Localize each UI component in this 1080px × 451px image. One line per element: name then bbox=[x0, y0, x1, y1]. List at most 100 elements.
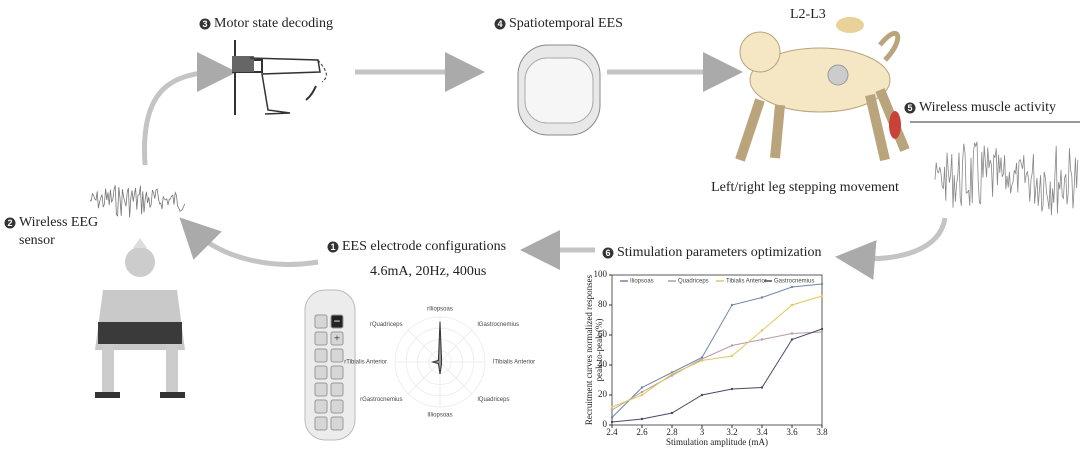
radar-spoke bbox=[439, 361, 473, 395]
step-number: 1 bbox=[330, 242, 335, 252]
series-line bbox=[611, 328, 823, 423]
point bbox=[790, 285, 794, 289]
y-tick-label: 40 bbox=[598, 359, 608, 369]
step-number: 6 bbox=[605, 248, 610, 258]
radar-axis-label: lIliopsoas bbox=[427, 413, 452, 419]
x-tick-label: 3.4 bbox=[756, 427, 768, 437]
step-label: EES electrode configurations bbox=[342, 239, 506, 254]
electrode-contact bbox=[330, 382, 344, 397]
x-tick-label: 3.8 bbox=[816, 427, 828, 437]
point bbox=[730, 387, 734, 391]
step-badge bbox=[327, 241, 339, 253]
point bbox=[760, 386, 764, 389]
step-badge bbox=[4, 217, 16, 229]
point bbox=[730, 354, 734, 358]
series-line bbox=[611, 283, 823, 418]
y-axis-label: peak-to-peak (%) bbox=[594, 319, 604, 382]
x-tick-label: 2.8 bbox=[666, 427, 678, 437]
monkey-illustration bbox=[735, 17, 910, 162]
electrode-contact bbox=[330, 365, 344, 380]
y-tick-label: 0 bbox=[603, 419, 608, 429]
step-label: sensor bbox=[19, 233, 55, 248]
y-tick-label: 100 bbox=[594, 269, 608, 279]
point bbox=[700, 359, 704, 362]
legend-label: Quadriceps bbox=[678, 279, 709, 285]
electrode-contact bbox=[314, 399, 328, 414]
x-axis-label: Stimulation amplitude (mA) bbox=[666, 437, 768, 447]
step-number: 4 bbox=[497, 19, 502, 29]
point bbox=[760, 296, 764, 299]
point bbox=[700, 393, 704, 397]
radar-axis-label: lGastrocnemius bbox=[477, 322, 519, 328]
arrow bbox=[141, 52, 237, 166]
emg-wave bbox=[934, 141, 1079, 216]
y-tick-label: 60 bbox=[598, 329, 608, 339]
point bbox=[610, 408, 614, 412]
radar-axis-label: rQuadriceps bbox=[370, 322, 403, 328]
ees-device bbox=[517, 44, 601, 136]
point bbox=[640, 390, 644, 394]
point bbox=[730, 303, 734, 307]
step-label: Stimulation parameters optimization bbox=[617, 245, 822, 260]
y-tick-label: 20 bbox=[598, 389, 608, 399]
point bbox=[610, 416, 614, 419]
spinal-level: L2-L3 bbox=[790, 7, 826, 22]
x-tick-label: 2.6 bbox=[636, 427, 648, 437]
line-chart: 0 20 40 60 80 100 2.4 2.6 2.8 3 3.2 3.4 3.6 3.8 Stimul… bbox=[584, 269, 828, 447]
arrow bbox=[179, 217, 319, 267]
electrode-paddle: −+ bbox=[304, 289, 356, 441]
point bbox=[790, 338, 794, 341]
point bbox=[760, 338, 764, 341]
point bbox=[790, 332, 794, 335]
cathode-sign: − bbox=[334, 314, 341, 328]
radar-spoke bbox=[439, 329, 473, 363]
point bbox=[670, 372, 674, 376]
legend-label: Iliopsoas bbox=[630, 279, 654, 285]
step-number: 2 bbox=[7, 218, 12, 228]
electrode-contact bbox=[314, 314, 328, 329]
step-number: 5 bbox=[907, 103, 912, 113]
point bbox=[640, 393, 644, 397]
radar-shape bbox=[430, 321, 443, 375]
point bbox=[820, 282, 824, 286]
point bbox=[820, 330, 824, 334]
point bbox=[820, 327, 824, 331]
anode-sign: + bbox=[334, 333, 340, 345]
electrode-contact bbox=[314, 365, 328, 380]
step-badge bbox=[199, 18, 211, 30]
step-label: Wireless EEG bbox=[19, 215, 98, 230]
electrode-contact bbox=[330, 314, 344, 329]
step-label: Motor state decoding bbox=[214, 16, 333, 31]
x-tick-label: 2.4 bbox=[606, 427, 618, 437]
step-label: Wireless muscle activity bbox=[919, 100, 1056, 115]
point bbox=[610, 420, 614, 424]
point bbox=[610, 405, 614, 409]
step-number: 3 bbox=[202, 19, 207, 29]
radar-chart: rIliopsoas lGastrocnemius lTibialis Anteri… bbox=[344, 307, 535, 419]
legend-label: Gastrocnemius bbox=[774, 279, 814, 285]
electrode-contact bbox=[330, 416, 344, 431]
radar-axis-label: rIliopsoas bbox=[427, 307, 453, 313]
x-tick-label: 3 bbox=[700, 427, 705, 437]
radar-axis-label: rTibialis Anterior bbox=[344, 360, 387, 366]
electrode-contact bbox=[330, 331, 344, 346]
waveforms bbox=[89, 141, 1079, 218]
step-badge bbox=[904, 102, 916, 114]
x-tick-label: 3.6 bbox=[786, 427, 798, 437]
radar-spoke bbox=[407, 329, 441, 363]
step-badge bbox=[602, 247, 614, 259]
electrode-contact bbox=[330, 399, 344, 414]
y-axis-label: Recruitment curves normalized responses bbox=[584, 274, 594, 425]
point bbox=[640, 417, 644, 421]
step-labels: 3 Motor state decoding 4 Spatiotemporal EES… bbox=[4, 16, 1056, 260]
electrode-contact bbox=[330, 348, 344, 363]
plot-frame bbox=[611, 274, 823, 426]
flow-arrows bbox=[141, 52, 948, 280]
legend-label: Tibialis Anterior bbox=[726, 279, 767, 285]
electrode-contact bbox=[314, 382, 328, 397]
radar-axis-label: rGastrocnemius bbox=[360, 397, 402, 403]
step-badge bbox=[494, 18, 506, 30]
point bbox=[670, 411, 674, 415]
series-line bbox=[611, 331, 823, 411]
